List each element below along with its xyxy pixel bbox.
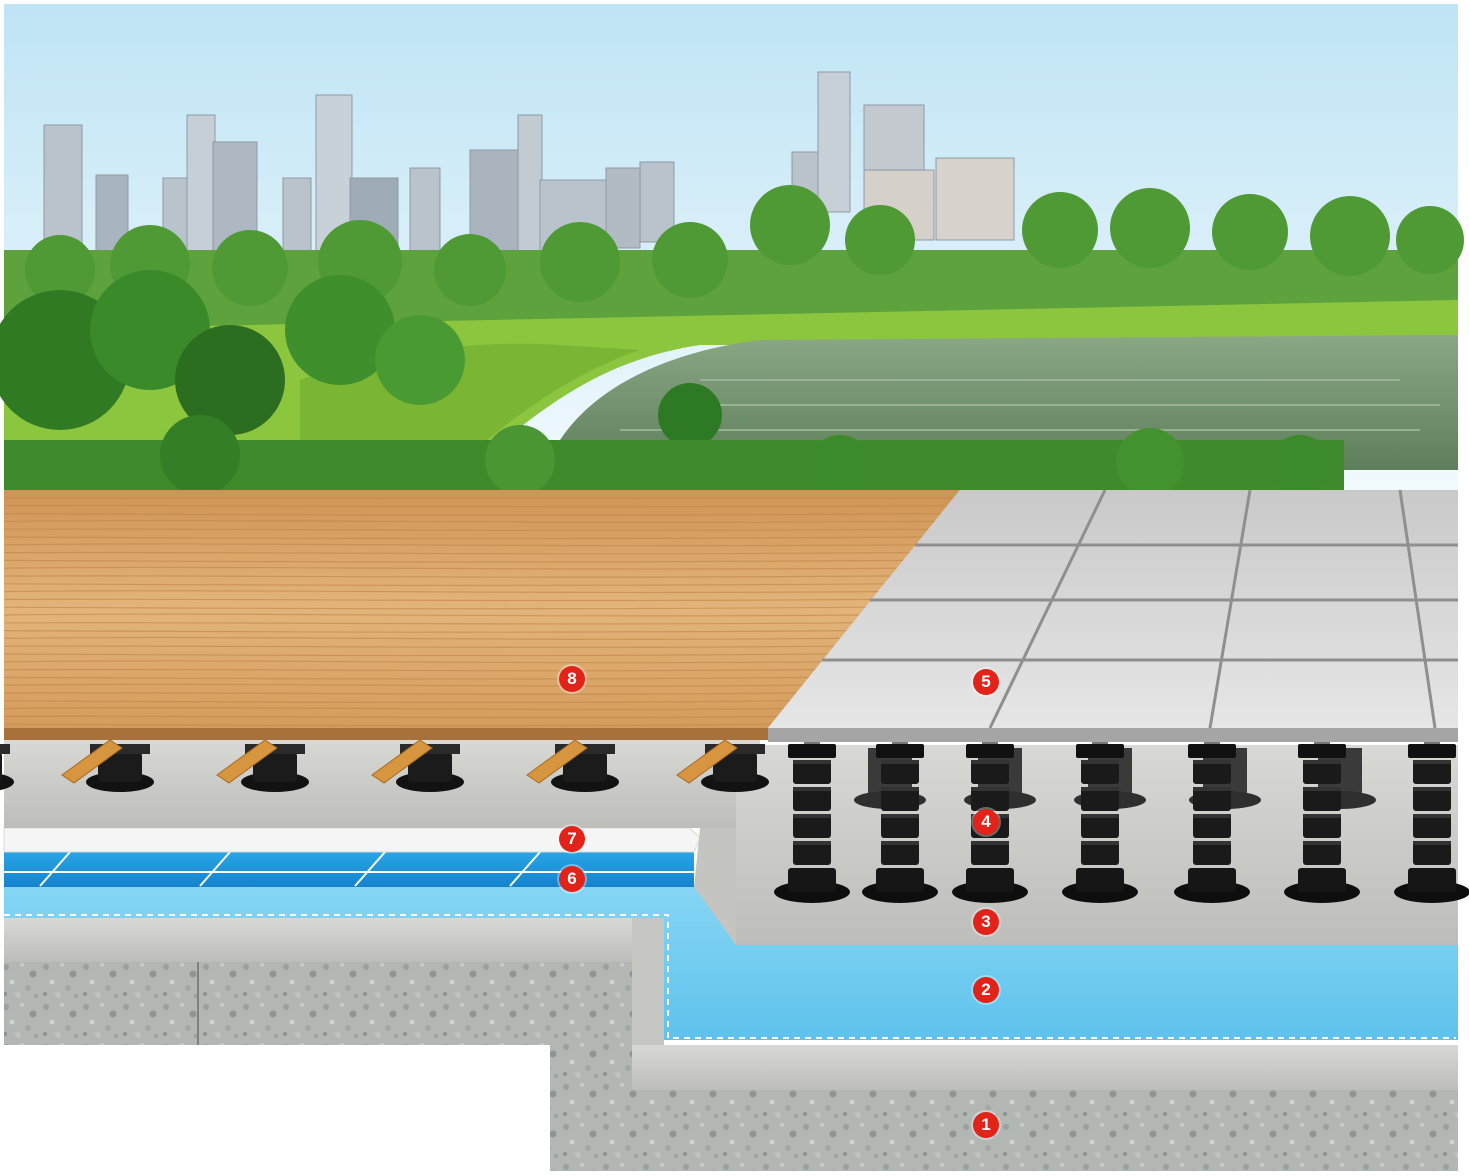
tall-pedestals xyxy=(774,734,1469,903)
foreground-trees xyxy=(0,270,1344,496)
background-landscape xyxy=(0,4,1464,496)
layer-marker-4: 4 xyxy=(973,809,999,835)
waterproofing-membrane xyxy=(4,885,1458,1040)
layer-marker-2: 2 xyxy=(973,977,999,1003)
tall-pedestal xyxy=(952,734,1028,903)
wood-decking xyxy=(3,490,960,740)
tall-pedestal xyxy=(1394,734,1469,903)
short-pedestal xyxy=(61,739,154,792)
short-pedestal xyxy=(676,739,769,792)
tall-pedestal xyxy=(1062,734,1138,903)
layer-marker-6: 6 xyxy=(559,866,585,892)
tall-pedestal xyxy=(1174,734,1250,903)
timber-batten xyxy=(61,739,123,784)
layer-marker-1: 1 xyxy=(973,1112,999,1138)
tall-pedestal xyxy=(774,734,850,903)
layer-marker-5: 5 xyxy=(973,669,999,695)
layer-marker-7: 7 xyxy=(559,826,585,852)
timber-batten xyxy=(371,739,433,784)
screed-layer xyxy=(4,918,664,1045)
timber-batten xyxy=(526,739,588,784)
short-pedestals xyxy=(0,739,769,792)
structural-slab xyxy=(4,960,1458,1171)
pond xyxy=(560,335,1458,470)
layer-marker-3: 3 xyxy=(973,909,999,935)
timber-batten xyxy=(216,739,278,784)
short-pedestal xyxy=(526,739,619,792)
tall-pedestal xyxy=(1284,734,1360,903)
short-pedestal xyxy=(371,739,464,792)
drainage-and-protection xyxy=(3,827,701,887)
tall-pedestal xyxy=(862,734,938,903)
pond-reflections xyxy=(620,379,1440,431)
short-pedestal xyxy=(216,739,309,792)
short-pedestal xyxy=(0,744,14,791)
tile-decking xyxy=(768,489,1458,742)
layer-marker-8: 8 xyxy=(559,666,585,692)
timber-batten xyxy=(676,739,738,784)
